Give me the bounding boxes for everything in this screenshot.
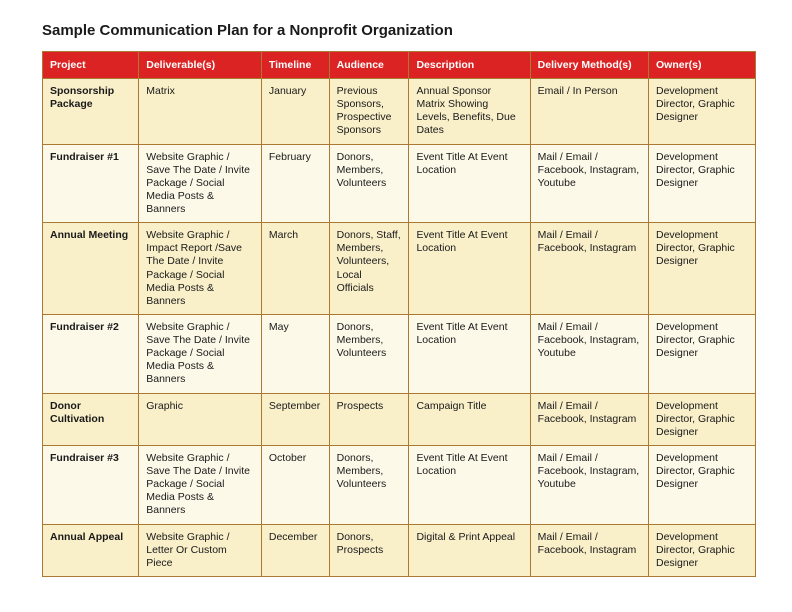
cell-delivery: Mail / Email / Facebook, Instagram, Yout… (530, 144, 648, 223)
table-header-row: Project Deliverable(s) Timeline Audience… (43, 52, 756, 79)
cell-audience: Donors, Staff, Members, Volunteers, Loca… (329, 223, 409, 315)
cell-timeline: May (261, 314, 329, 393)
cell-delivery: Email / In Person (530, 79, 648, 145)
communication-plan-table: Project Deliverable(s) Timeline Audience… (42, 51, 756, 577)
cell-owners: Development Director, Graphic Designer (649, 445, 756, 524)
cell-deliverables: Website Graphic / Save The Date / Invite… (139, 314, 262, 393)
cell-description: Event Title At Event Location (409, 144, 530, 223)
table-row: Fundraiser #2 Website Graphic / Save The… (43, 314, 756, 393)
col-header-description: Description (409, 52, 530, 79)
cell-description: Annual Sponsor Matrix Showing Levels, Be… (409, 79, 530, 145)
table-row: Sponsorship Package Matrix January Previ… (43, 79, 756, 145)
table-row: Annual Appeal Website Graphic / Letter O… (43, 524, 756, 576)
cell-description: Event Title At Event Location (409, 314, 530, 393)
col-header-delivery: Delivery Method(s) (530, 52, 648, 79)
cell-deliverables: Graphic (139, 393, 262, 445)
cell-owners: Development Director, Graphic Designer (649, 79, 756, 145)
cell-deliverables: Website Graphic / Save The Date / Invite… (139, 144, 262, 223)
cell-delivery: Mail / Email / Facebook, Instagram, Yout… (530, 445, 648, 524)
cell-audience: Donors, Members, Volunteers (329, 314, 409, 393)
cell-audience: Donors, Prospects (329, 524, 409, 576)
cell-delivery: Mail / Email / Facebook, Instagram (530, 393, 648, 445)
cell-project: Annual Appeal (43, 524, 139, 576)
cell-deliverables: Website Graphic / Impact Report /Save Th… (139, 223, 262, 315)
col-header-owners: Owner(s) (649, 52, 756, 79)
cell-description: Event Title At Event Location (409, 223, 530, 315)
cell-owners: Development Director, Graphic Designer (649, 314, 756, 393)
cell-timeline: February (261, 144, 329, 223)
cell-timeline: December (261, 524, 329, 576)
table-row: Annual Meeting Website Graphic / Impact … (43, 223, 756, 315)
cell-audience: Donors, Members, Volunteers (329, 445, 409, 524)
cell-audience: Previous Sponsors, Prospective Sponsors (329, 79, 409, 145)
table-row: Donor Cultivation Graphic September Pros… (43, 393, 756, 445)
cell-deliverables: Matrix (139, 79, 262, 145)
cell-description: Digital & Print Appeal (409, 524, 530, 576)
page-title: Sample Communication Plan for a Nonprofi… (42, 22, 756, 39)
cell-deliverables: Website Graphic / Letter Or Custom Piece (139, 524, 262, 576)
table-row: Fundraiser #3 Website Graphic / Save The… (43, 445, 756, 524)
cell-project: Fundraiser #2 (43, 314, 139, 393)
table-row: Fundraiser #1 Website Graphic / Save The… (43, 144, 756, 223)
cell-delivery: Mail / Email / Facebook, Instagram (530, 524, 648, 576)
cell-audience: Prospects (329, 393, 409, 445)
col-header-timeline: Timeline (261, 52, 329, 79)
cell-timeline: September (261, 393, 329, 445)
cell-timeline: March (261, 223, 329, 315)
cell-delivery: Mail / Email / Facebook, Instagram, Yout… (530, 314, 648, 393)
cell-project: Fundraiser #1 (43, 144, 139, 223)
cell-description: Campaign Title (409, 393, 530, 445)
col-header-deliverables: Deliverable(s) (139, 52, 262, 79)
cell-deliverables: Website Graphic / Save The Date / Invite… (139, 445, 262, 524)
cell-project: Donor Cultivation (43, 393, 139, 445)
cell-project: Sponsorship Package (43, 79, 139, 145)
cell-project: Fundraiser #3 (43, 445, 139, 524)
cell-timeline: October (261, 445, 329, 524)
cell-project: Annual Meeting (43, 223, 139, 315)
cell-delivery: Mail / Email / Facebook, Instagram (530, 223, 648, 315)
cell-owners: Development Director, Graphic Designer (649, 144, 756, 223)
cell-audience: Donors, Members, Volunteers (329, 144, 409, 223)
cell-owners: Development Director, Graphic Designer (649, 524, 756, 576)
cell-timeline: January (261, 79, 329, 145)
cell-owners: Development Director, Graphic Designer (649, 393, 756, 445)
cell-owners: Development Director, Graphic Designer (649, 223, 756, 315)
cell-description: Event Title At Event Location (409, 445, 530, 524)
col-header-project: Project (43, 52, 139, 79)
col-header-audience: Audience (329, 52, 409, 79)
